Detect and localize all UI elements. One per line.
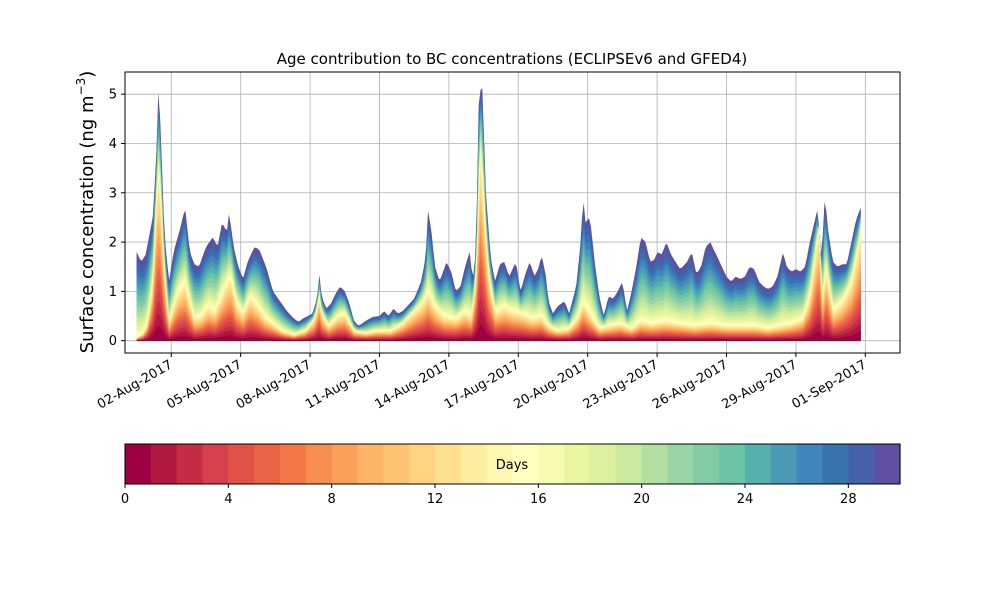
colorbar-bin-21: [667, 444, 694, 484]
x-tick-label: 01-Sep-2017: [789, 357, 869, 412]
colorbar-bin-7: [305, 444, 333, 484]
colorbar-bin-26: [796, 444, 824, 484]
y-axis-label: Surface concentration (ng m−3): [74, 71, 98, 354]
y-tick-label: 3: [109, 186, 117, 201]
colorbar-bin-15: [512, 444, 539, 484]
x-tick-label: 11-Aug-2017: [303, 357, 383, 412]
colorbar-bin-14: [486, 444, 514, 484]
colorbar-bin-29: [874, 444, 901, 484]
colorbar-ticks: 0 4 8 12 16 20 24 28: [121, 484, 857, 507]
age-band-0-days: [136, 323, 861, 341]
x-tick-label: 17-Aug-2017: [442, 357, 522, 412]
colorbar: [125, 444, 901, 484]
colorbar-bin-0: [125, 444, 152, 484]
colorbar-bin-20: [641, 444, 669, 484]
colorbar-tick-label: 16: [530, 492, 547, 507]
colorbar-tick-label: 12: [427, 492, 444, 507]
colorbar-bin-25: [770, 444, 798, 484]
colorbar-bin-5: [254, 444, 281, 484]
colorbar-tick-label: 8: [328, 492, 336, 507]
colorbar-tick-label: 20: [633, 492, 650, 507]
y-tick-label: 4: [109, 137, 117, 152]
x-tick-label: 02-Aug-2017: [95, 357, 175, 412]
x-tick-label: 23-Aug-2017: [581, 357, 661, 412]
colorbar-bin-1: [150, 444, 178, 484]
colorbar-bin-10: [383, 444, 410, 484]
chart-title: Age contribution to BC concentrations (E…: [277, 50, 748, 68]
colorbar-bin-18: [590, 444, 617, 484]
x-tick-label: 05-Aug-2017: [164, 357, 244, 412]
colorbar-bin-9: [357, 444, 384, 484]
y-tick-label: 5: [109, 88, 117, 103]
plot-frame: [124, 71, 901, 354]
colorbar-bin-11: [409, 444, 436, 484]
colorbar-bin-17: [564, 444, 591, 484]
colorbar-bin-2: [176, 444, 204, 484]
colorbar-bin-6: [280, 444, 307, 484]
colorbar-bin-4: [228, 444, 255, 484]
x-tick-label: 20-Aug-2017: [511, 357, 591, 412]
x-tick-label: 14-Aug-2017: [373, 357, 453, 412]
colorbar-bin-12: [435, 444, 462, 484]
colorbar-bin-3: [202, 444, 229, 484]
x-axis-ticks: 02-Aug-201705-Aug-201708-Aug-201711-Aug-…: [95, 353, 869, 413]
x-tick-label: 08-Aug-2017: [234, 357, 314, 412]
y-axis-ticks: 0 1 2 3 4 5: [109, 88, 125, 349]
x-tick-label: 29-Aug-2017: [720, 357, 800, 412]
colorbar-bin-28: [848, 444, 875, 484]
colorbar-bin-16: [538, 444, 565, 484]
colorbar-tick-label: 4: [224, 492, 232, 507]
colorbar-bin-19: [615, 444, 643, 484]
colorbar-tick-label: 0: [121, 492, 129, 507]
age-band-1-days: [136, 309, 861, 341]
colorbar-bin-8: [331, 444, 359, 484]
y-tick-label: 1: [109, 285, 117, 300]
colorbar-bin-23: [719, 444, 746, 484]
colorbar-frame: [124, 443, 901, 485]
x-tick-label: 26-Aug-2017: [650, 357, 730, 412]
y-tick-label: 0: [109, 334, 117, 349]
colorbar-label: Days: [496, 458, 529, 473]
colorbar-bin-24: [745, 444, 772, 484]
colorbar-bin-13: [460, 444, 488, 484]
colorbar-tick-label: 28: [840, 492, 857, 507]
age-band-27-days: [136, 100, 861, 341]
colorbar-bin-27: [822, 444, 849, 484]
colorbar-tick-label: 24: [737, 492, 754, 507]
colorbar-bin-22: [693, 444, 720, 484]
y-tick-label: 2: [109, 236, 117, 251]
age-bands: [136, 88, 861, 342]
